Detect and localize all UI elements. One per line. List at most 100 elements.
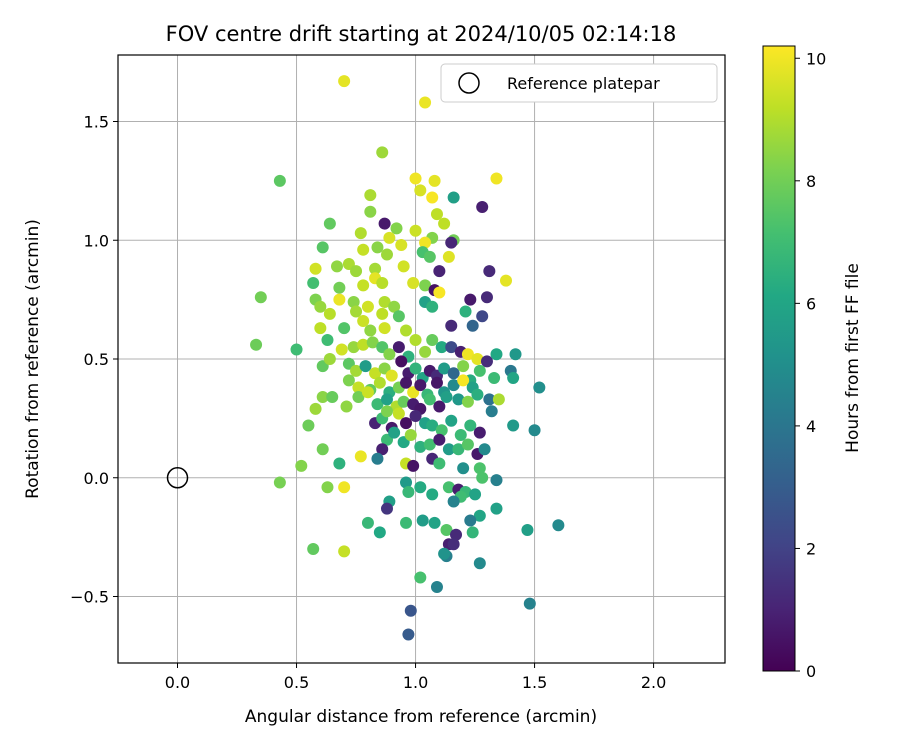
data-point <box>400 417 413 430</box>
data-point <box>469 488 482 501</box>
data-point <box>400 476 413 489</box>
data-point <box>400 324 413 337</box>
colorbar-tick-label: 6 <box>806 294 816 313</box>
data-point <box>378 322 391 335</box>
data-point <box>490 474 503 487</box>
data-point <box>316 241 329 254</box>
x-tick-label: 0.5 <box>284 673 309 692</box>
data-point <box>392 407 405 420</box>
data-point <box>490 502 503 515</box>
x-tick-label: 1.0 <box>403 673 428 692</box>
data-point <box>388 300 401 313</box>
data-point <box>350 265 363 278</box>
data-point <box>438 547 451 560</box>
data-point <box>395 355 408 368</box>
data-point <box>378 296 391 308</box>
data-point <box>390 222 403 235</box>
data-point <box>433 265 446 278</box>
x-axis-ticks: 0.0 0.5 1.0 1.5 2.0 <box>165 663 666 692</box>
data-point <box>464 419 477 432</box>
data-point <box>507 419 520 432</box>
data-point <box>250 338 263 351</box>
y-tick-label: 0.5 <box>84 350 109 369</box>
data-point <box>400 376 413 389</box>
data-point <box>447 367 460 380</box>
data-point <box>442 250 455 263</box>
data-point <box>342 374 355 387</box>
data-point <box>426 191 439 204</box>
data-point <box>302 419 315 432</box>
data-point <box>409 410 422 422</box>
data-point <box>383 231 396 244</box>
colorbar: 0 2 4 6 8 10 Hours from first FF file <box>762 45 863 681</box>
data-point <box>371 452 384 465</box>
data-point <box>452 443 465 456</box>
data-point <box>361 386 374 399</box>
data-point <box>457 374 470 387</box>
data-point <box>426 300 439 313</box>
data-point <box>307 543 320 555</box>
data-point <box>447 495 460 508</box>
data-point <box>404 604 417 617</box>
data-points <box>250 75 565 641</box>
data-point <box>357 279 370 292</box>
data-point <box>490 348 503 361</box>
data-point <box>480 355 493 368</box>
data-point <box>442 481 455 494</box>
data-point <box>461 348 474 361</box>
data-point <box>326 391 339 403</box>
data-point <box>357 243 370 256</box>
data-point <box>419 279 432 292</box>
data-point <box>430 581 443 593</box>
data-point <box>376 443 389 456</box>
data-point <box>452 393 465 406</box>
data-point <box>321 334 334 346</box>
data-point <box>476 471 489 484</box>
y-tick-label: 1.0 <box>84 231 109 250</box>
data-point <box>354 227 367 240</box>
data-point <box>369 367 382 380</box>
data-point <box>371 241 384 254</box>
data-point <box>380 248 393 261</box>
data-point <box>364 205 377 218</box>
data-point <box>414 379 427 392</box>
data-point <box>438 217 451 230</box>
data-point <box>333 293 346 306</box>
data-point <box>309 262 322 275</box>
y-tick-label: 1.5 <box>84 113 109 132</box>
data-point <box>473 509 486 522</box>
data-point <box>388 426 401 439</box>
data-point <box>323 217 336 230</box>
data-point <box>376 146 389 159</box>
data-point <box>423 393 436 406</box>
colorbar-tick-label: 10 <box>806 49 826 68</box>
data-point <box>383 348 396 361</box>
data-point <box>273 476 286 489</box>
colorbar-tick-label: 4 <box>806 417 816 436</box>
data-point <box>533 381 546 394</box>
legend-marker-icon <box>458 72 480 94</box>
data-point <box>397 395 410 408</box>
legend-label: Reference platepar <box>507 74 660 93</box>
data-point <box>350 364 363 377</box>
data-point <box>376 307 389 320</box>
data-point <box>428 516 441 529</box>
data-point <box>330 260 343 273</box>
data-point <box>552 519 565 532</box>
legend-box <box>440 63 718 103</box>
data-point <box>488 372 501 384</box>
data-point <box>400 516 413 529</box>
colorbar-label: Hours from first FF file <box>843 263 863 453</box>
data-point <box>454 429 467 441</box>
data-point <box>466 526 479 539</box>
chart-title: FOV centre drift starting at 2024/10/05 … <box>166 22 677 46</box>
data-point <box>338 481 351 494</box>
data-point <box>376 277 389 289</box>
data-point <box>426 334 439 346</box>
data-point <box>416 514 429 527</box>
data-point <box>428 174 441 187</box>
data-point <box>366 336 379 349</box>
data-point <box>314 322 327 335</box>
y-axis-label: Rotation from reference (arcmin) <box>23 219 43 499</box>
